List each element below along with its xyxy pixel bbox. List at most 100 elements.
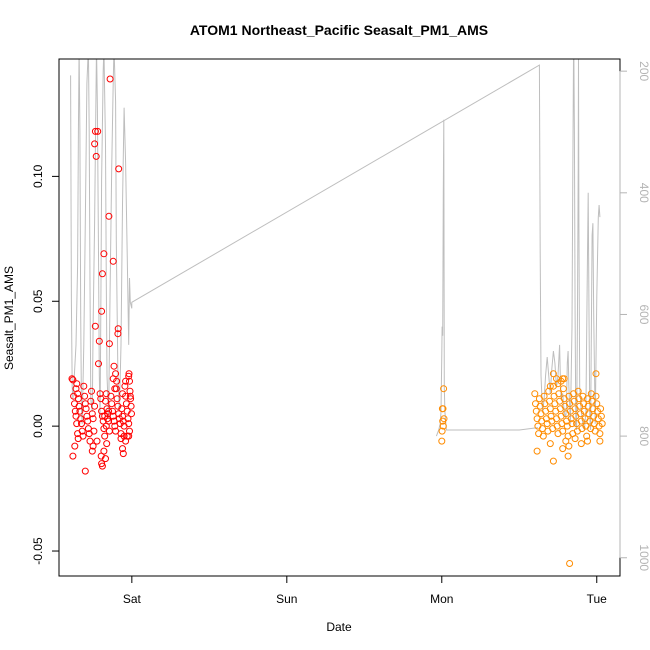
altitude-line-1 xyxy=(70,59,601,431)
flight2-point xyxy=(577,440,585,448)
flight2-point xyxy=(565,442,573,450)
flight1-point xyxy=(98,270,106,278)
data-points xyxy=(68,75,606,567)
flight1-point xyxy=(77,415,85,423)
flight1-point xyxy=(100,250,108,258)
flight1-point xyxy=(114,325,122,333)
flight1-point xyxy=(105,212,113,220)
y-axis: -0.05 0.00 0.05 0.10 xyxy=(31,164,60,565)
flight1-point xyxy=(109,407,116,415)
right-tick-label: 200 xyxy=(637,61,650,81)
flight2-point xyxy=(547,412,555,420)
flight1-point xyxy=(126,377,133,385)
altitude-line-2 xyxy=(435,119,538,437)
x-tick-label: Sun xyxy=(276,592,297,606)
flight1-point xyxy=(125,432,133,440)
flight1-point xyxy=(125,372,133,380)
flight1-point xyxy=(103,440,111,448)
flight1-point xyxy=(125,370,133,378)
chart-title: ATOM1 Northeast_Pacific Seasalt_PM1_AMS xyxy=(190,22,488,38)
flight1-point xyxy=(90,427,98,435)
flight1-point xyxy=(114,330,122,338)
flight2-point xyxy=(592,392,600,400)
flight1-point xyxy=(119,390,126,398)
flight1-point xyxy=(92,152,100,160)
flight1-point xyxy=(91,127,99,135)
flight1-point xyxy=(113,395,121,403)
flight2-point xyxy=(592,370,600,378)
flight1-point xyxy=(79,432,87,440)
flight1-point xyxy=(105,340,113,348)
flight2-point xyxy=(574,387,582,395)
flight2-point xyxy=(439,422,447,430)
flight1-point xyxy=(84,425,92,433)
right-tick-label: 600 xyxy=(637,304,650,324)
flight2-point xyxy=(566,560,574,567)
flight1-point xyxy=(95,337,103,345)
flight1-point xyxy=(101,432,109,440)
flight2-point xyxy=(539,432,547,440)
flight2-point xyxy=(440,385,448,393)
flight2-point xyxy=(571,435,579,443)
flight2-point xyxy=(438,427,446,435)
flight2-point xyxy=(597,405,605,413)
flight2-point xyxy=(439,405,447,413)
flight1-point xyxy=(76,407,84,415)
flight2-point xyxy=(559,445,567,453)
y-tick-label: 0.00 xyxy=(31,414,45,438)
y-tick-label: -0.05 xyxy=(31,537,45,565)
flight1-point xyxy=(102,397,109,405)
flight1-point xyxy=(68,375,76,383)
flight1-point xyxy=(91,140,99,148)
right-tick-label: 400 xyxy=(637,183,650,203)
y-tick-label: 0.05 xyxy=(31,289,45,313)
flight2-point xyxy=(540,392,548,400)
flight1-point xyxy=(86,437,94,445)
flight1-point xyxy=(110,362,118,370)
flight1-point xyxy=(75,402,83,410)
flight1-point xyxy=(91,402,99,410)
flight2-point xyxy=(559,427,567,435)
flight2-point xyxy=(546,440,554,448)
flight1-point xyxy=(124,415,132,423)
flight2-point xyxy=(596,437,604,445)
flight1-point xyxy=(98,307,106,315)
flight2-point xyxy=(545,387,553,395)
flight1-point xyxy=(106,75,114,83)
flight1-point xyxy=(122,437,130,445)
flight1-point xyxy=(80,382,88,390)
flight2-point xyxy=(562,437,570,445)
flight1-point xyxy=(94,127,102,135)
flight2-point xyxy=(583,432,591,440)
flight1-point xyxy=(125,420,133,428)
flight1-point xyxy=(102,455,109,463)
flight2-point xyxy=(533,447,541,455)
flight2-point xyxy=(554,380,562,388)
flight2-point xyxy=(440,415,448,423)
flight1-point xyxy=(73,420,81,428)
flight1-point xyxy=(95,360,102,368)
flight1-point xyxy=(81,400,89,408)
flight1-point xyxy=(111,385,119,393)
flight1-point xyxy=(69,376,77,384)
x-tick-label: Mon xyxy=(430,592,453,606)
flight2-point xyxy=(593,400,601,408)
y-axis-label: Seasalt_PM1_AMS xyxy=(2,266,16,370)
flight2-point xyxy=(531,390,539,398)
flight2-point xyxy=(560,375,568,383)
flight2-point xyxy=(546,382,554,390)
flight1-point xyxy=(103,415,111,423)
flight1-point xyxy=(74,390,82,398)
flight2-point xyxy=(549,370,557,378)
flight1-point xyxy=(102,422,110,430)
flight1-point xyxy=(115,165,123,173)
flight1-point xyxy=(109,257,117,265)
flight1-point xyxy=(126,392,134,400)
flight1-point xyxy=(119,445,126,453)
flight2-point xyxy=(577,417,585,425)
flight1-point xyxy=(74,395,82,403)
flight1-point xyxy=(81,392,89,400)
flight1-point xyxy=(82,405,90,413)
flight2-point xyxy=(564,452,572,460)
